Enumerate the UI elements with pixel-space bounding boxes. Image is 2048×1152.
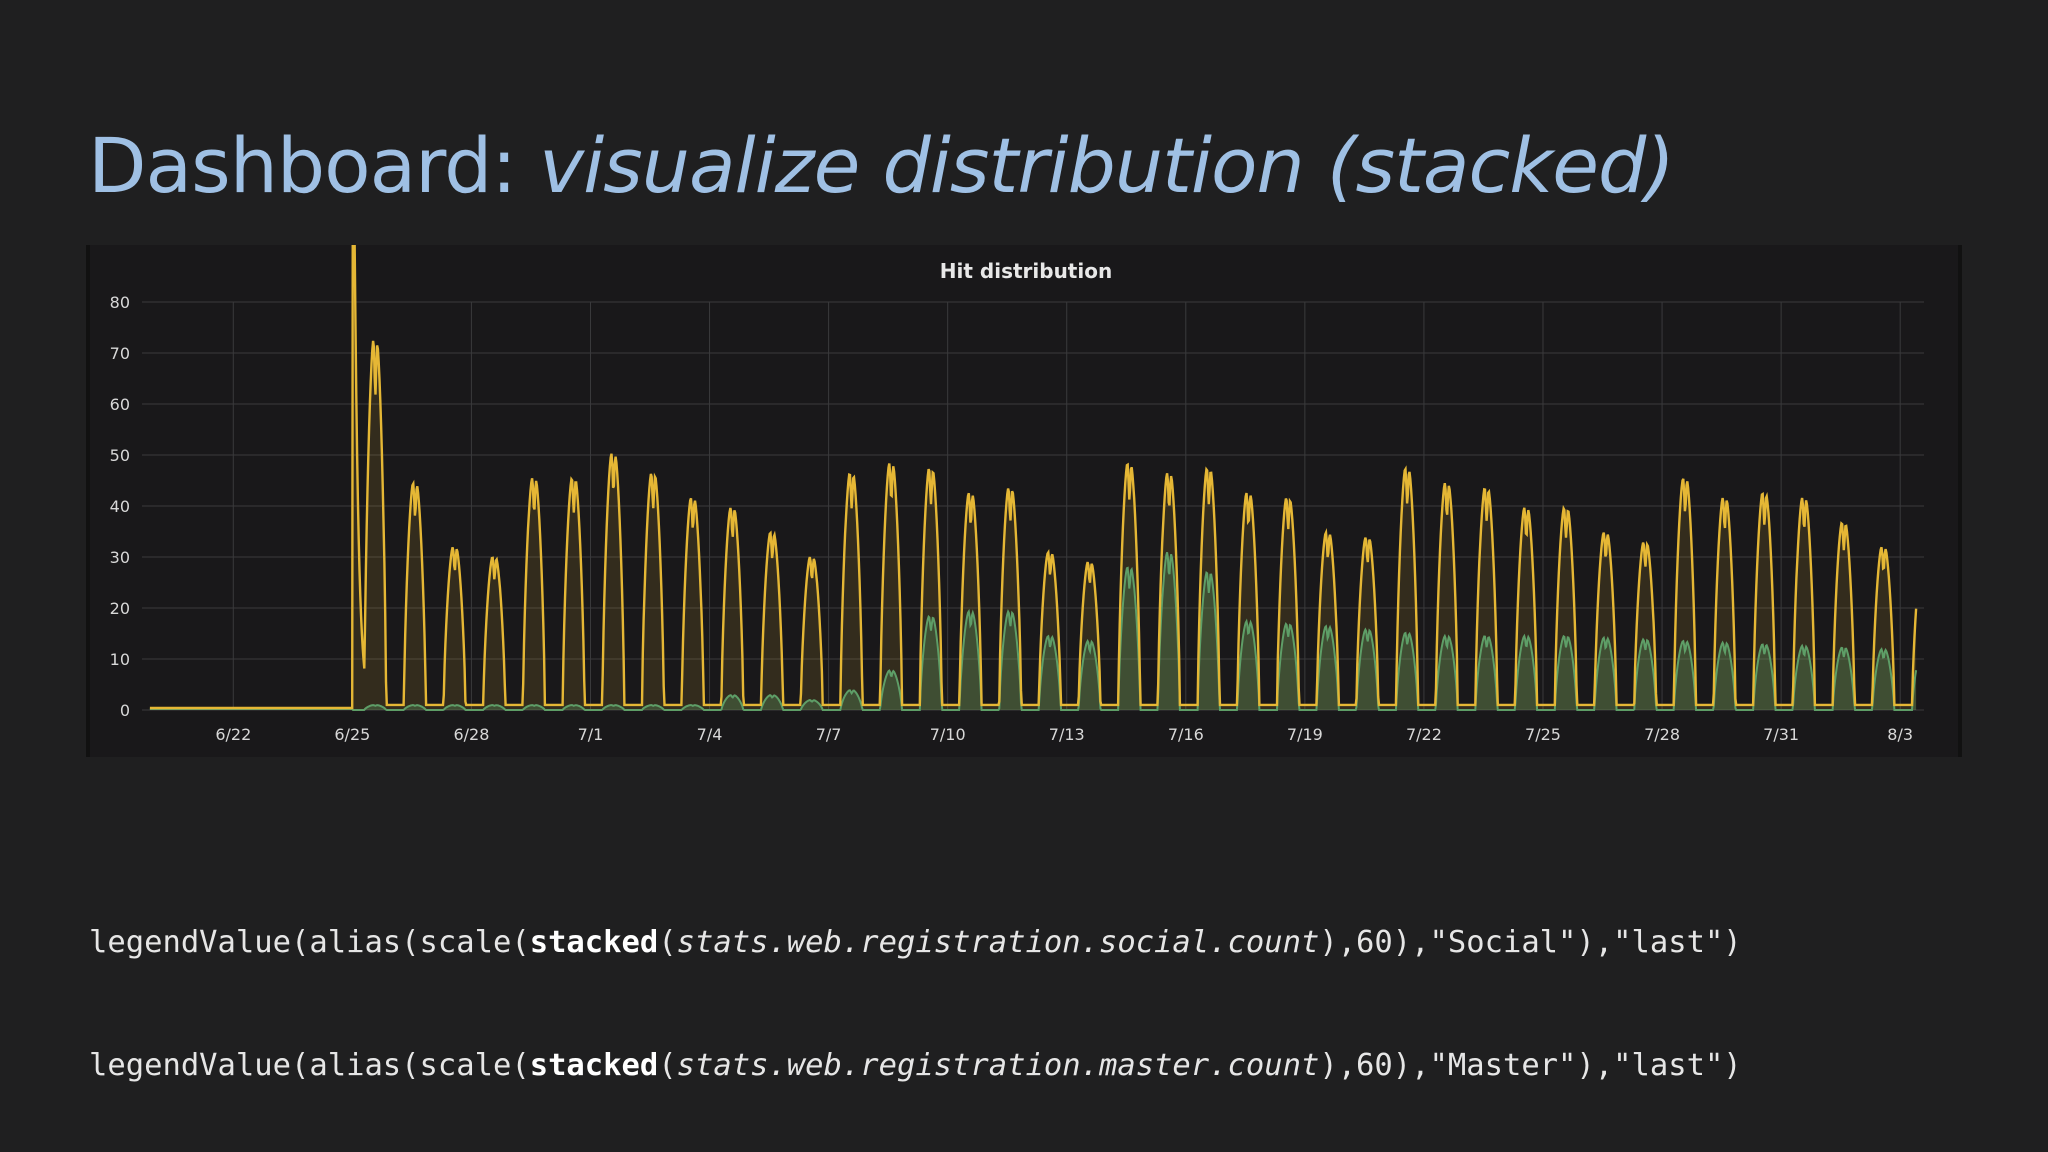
x-tick-label: 7/10 xyxy=(930,725,966,744)
y-tick-label: 10 xyxy=(110,650,130,669)
code-open-paren: ( xyxy=(658,925,677,960)
x-tick-label: 6/25 xyxy=(334,725,370,744)
y-tick-label: 70 xyxy=(110,344,130,363)
y-tick-label: 80 xyxy=(110,293,130,312)
social-series-line xyxy=(149,245,1918,710)
code-block: legendValue(alias(scale(stacked(stats.we… xyxy=(89,840,1742,1127)
code-prefix: legendValue(alias(scale( xyxy=(89,1048,530,1083)
slide-title-italic: visualize distribution (stacked) xyxy=(539,121,1675,210)
master-series-line xyxy=(149,552,1918,711)
chart-grid xyxy=(142,301,1924,711)
code-metric-path: stats.web.registration.master.count xyxy=(676,1048,1320,1083)
x-tick-label: 7/31 xyxy=(1763,725,1799,744)
x-tick-label: 7/1 xyxy=(578,725,604,744)
slide-title: Dashboard: visualize distribution (stack… xyxy=(88,118,1675,214)
x-tick-label: 6/22 xyxy=(215,725,251,744)
code-line-social: legendValue(alias(scale(stacked(stats.we… xyxy=(89,922,1742,963)
x-tick-label: 7/7 xyxy=(816,725,842,744)
code-suffix: ),60),"Social"),"last") xyxy=(1319,925,1742,960)
series-group xyxy=(149,245,1918,711)
x-tick-label: 7/19 xyxy=(1287,725,1323,744)
code-prefix: legendValue(alias(scale( xyxy=(89,925,530,960)
code-metric-path: stats.web.registration.social.count xyxy=(676,925,1320,960)
code-function: stacked xyxy=(529,1048,659,1083)
x-tick-label: 6/28 xyxy=(453,725,489,744)
social-series-area xyxy=(149,245,1917,710)
y-tick-label: 20 xyxy=(110,599,130,618)
code-line-master: legendValue(alias(scale(stacked(stats.we… xyxy=(89,1045,1742,1086)
y-tick-label: 50 xyxy=(110,446,130,465)
code-function: stacked xyxy=(529,925,659,960)
code-suffix: ),60),"Master"),"last") xyxy=(1319,1048,1742,1083)
y-tick-label: 30 xyxy=(110,548,130,567)
code-open-paren: ( xyxy=(658,1048,677,1083)
y-axis: 0 10 20 30 40 50 60 70 80 xyxy=(110,293,130,720)
x-tick-label: 7/22 xyxy=(1406,725,1442,744)
x-tick-label: 7/13 xyxy=(1049,725,1085,744)
slide-title-plain: Dashboard: xyxy=(88,121,540,210)
x-tick-label: 7/4 xyxy=(697,725,723,744)
y-tick-label: 60 xyxy=(110,395,130,414)
y-tick-label: 0 xyxy=(120,701,130,720)
x-tick-label: 8/3 xyxy=(1887,725,1913,744)
y-tick-label: 40 xyxy=(110,497,130,516)
chart-panel: Hit distribution 0 10 20 30 40 50 60 70 80 6/22 6… xyxy=(86,245,1962,757)
x-tick-label: 7/25 xyxy=(1525,725,1561,744)
x-axis: 6/22 6/25 6/28 7/1 7/4 7/7 7/10 7/13 7/16 7/19 7/2… xyxy=(215,725,1913,744)
chart-title: Hit distribution xyxy=(940,259,1112,283)
x-tick-label: 7/28 xyxy=(1644,725,1680,744)
x-tick-label: 7/16 xyxy=(1168,725,1204,744)
